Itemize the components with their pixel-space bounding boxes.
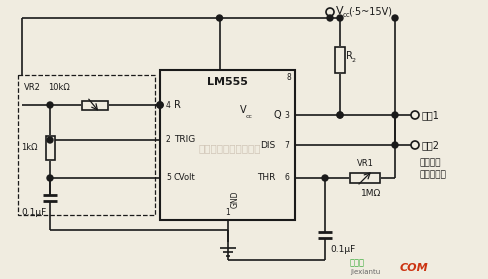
Circle shape — [326, 15, 332, 21]
Circle shape — [47, 175, 53, 181]
Text: THR: THR — [256, 174, 274, 182]
Text: DIS: DIS — [259, 141, 274, 150]
Text: R: R — [346, 51, 352, 61]
Text: 4: 4 — [165, 100, 170, 109]
Text: R: R — [174, 100, 181, 110]
Text: COM: COM — [399, 263, 428, 273]
Text: TRIG: TRIG — [174, 136, 195, 145]
Circle shape — [391, 112, 397, 118]
Text: (·5~15V): (·5~15V) — [347, 6, 391, 16]
Text: 开路输出）: 开路输出） — [418, 170, 445, 179]
Text: jiexiantu: jiexiantu — [349, 269, 380, 275]
Text: 5: 5 — [165, 174, 170, 182]
Circle shape — [321, 175, 327, 181]
Circle shape — [391, 15, 397, 21]
Text: GND: GND — [230, 190, 240, 208]
Text: 1MΩ: 1MΩ — [360, 189, 381, 198]
Text: 1: 1 — [224, 208, 229, 217]
Circle shape — [336, 112, 342, 118]
Text: 输出1: 输出1 — [421, 110, 439, 120]
Circle shape — [216, 15, 222, 21]
Text: VR2: VR2 — [24, 83, 41, 92]
Text: 10kΩ: 10kΩ — [48, 83, 70, 92]
Bar — [160, 70, 294, 220]
Text: Q: Q — [273, 110, 281, 120]
Circle shape — [47, 102, 53, 108]
Text: 8: 8 — [285, 73, 290, 82]
Text: V: V — [240, 105, 246, 115]
Text: CVolt: CVolt — [174, 174, 195, 182]
Text: 3: 3 — [284, 110, 288, 119]
Text: 2: 2 — [351, 59, 355, 64]
Text: 接线图: 接线图 — [349, 259, 364, 268]
Circle shape — [47, 137, 53, 143]
Text: 0.1μF: 0.1μF — [21, 208, 46, 217]
Text: 杭州将睿科技有限公司: 杭州将睿科技有限公司 — [198, 143, 261, 153]
Text: LM555: LM555 — [206, 77, 247, 87]
Bar — [334, 47, 345, 73]
Circle shape — [336, 112, 342, 118]
Text: cc: cc — [342, 12, 350, 18]
Text: 2: 2 — [165, 136, 170, 145]
Text: （集电极: （集电极 — [418, 158, 440, 167]
Text: 1kΩ: 1kΩ — [21, 143, 38, 153]
Circle shape — [157, 102, 163, 108]
Bar — [349, 173, 379, 183]
Text: 6: 6 — [284, 174, 288, 182]
Circle shape — [336, 15, 342, 21]
Text: V: V — [335, 6, 343, 16]
Text: 输出2: 输出2 — [421, 140, 439, 150]
Bar — [82, 100, 108, 109]
Text: 0.1μF: 0.1μF — [329, 245, 354, 254]
Text: VR1: VR1 — [356, 160, 373, 169]
Bar — [18, 75, 155, 215]
Text: 7: 7 — [284, 141, 288, 150]
Text: cc: cc — [245, 114, 252, 119]
Circle shape — [391, 142, 397, 148]
Bar — [45, 136, 54, 160]
